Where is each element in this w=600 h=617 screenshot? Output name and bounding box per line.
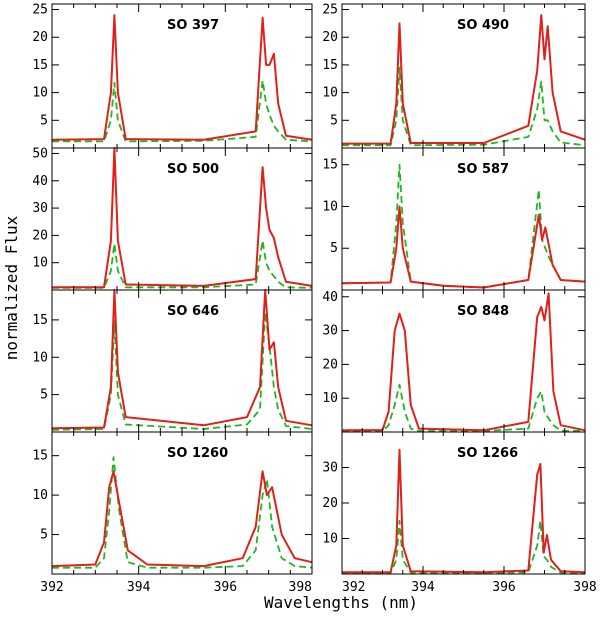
panel-title: SO 1260 — [167, 446, 228, 461]
y-tick-label: 5 — [40, 528, 48, 543]
series-dashed-line — [341, 163, 586, 289]
series-dashed-line — [51, 311, 313, 431]
series-solid-line — [51, 14, 313, 141]
x-tick-label: 398 — [573, 580, 596, 595]
panels: 5 10 15 20 25 SO 397 5 10 15 20 25 SO 490 10 20 30 40 50… — [32, 3, 596, 595]
y-tick-label: 10 — [32, 350, 48, 365]
y-tick-label: 20 — [322, 496, 338, 511]
y-tick-label: 10 — [32, 256, 48, 271]
panel-6: 10 20 30 40 SO 848 — [322, 289, 586, 433]
y-tick-label: 40 — [322, 290, 338, 305]
series-dashed-line — [342, 66, 586, 147]
panel-7: 5 10 15 SO 1260 392 394 396 398 — [32, 431, 313, 595]
series-solid-line — [51, 289, 313, 430]
panel-4: 5 10 15 SO 587 — [322, 147, 586, 291]
y-tick-label: 15 — [32, 313, 48, 328]
y-tick-label: 25 — [32, 3, 48, 18]
y-tick-label: 15 — [32, 449, 48, 464]
y-tick-label: 40 — [32, 174, 48, 189]
panel-8: 10 20 30 SO 1266 392 394 396 398 — [322, 431, 597, 595]
series-dashed-line — [342, 383, 586, 432]
x-tick-label: 394 — [411, 580, 435, 595]
panel-title: SO 848 — [457, 304, 509, 319]
x-tick-label: 392 — [40, 580, 63, 595]
series-solid-line — [52, 147, 313, 289]
y-tick-label: 5 — [330, 241, 338, 256]
panel-title: SO 500 — [167, 162, 219, 177]
panel-2: 5 10 15 20 25 SO 490 — [322, 3, 586, 149]
y-tick-label: 25 — [322, 3, 338, 18]
y-tick-label: 30 — [322, 461, 338, 476]
y-tick-label: 10 — [322, 391, 338, 406]
y-tick-label: 10 — [322, 199, 338, 214]
y-tick-label: 10 — [32, 488, 48, 503]
y-tick-label: 10 — [322, 532, 338, 547]
series-dashed-line — [52, 456, 313, 569]
y-tick-label: 30 — [32, 201, 48, 216]
y-tick-label: 5 — [40, 113, 48, 128]
panel-5: 5 10 15 SO 646 — [32, 289, 313, 433]
series-solid-line — [51, 470, 313, 568]
y-tick-label: 20 — [32, 30, 48, 45]
series-dashed-line — [52, 79, 313, 143]
panel-title: SO 587 — [457, 162, 509, 177]
series-solid-line — [342, 14, 586, 145]
x-tick-label: 392 — [342, 580, 365, 595]
panel-title: SO 646 — [167, 304, 219, 319]
x-tick-label: 394 — [127, 580, 151, 595]
series-solid-line — [341, 205, 586, 289]
y-tick-label: 15 — [322, 158, 338, 173]
x-tick-label: 398 — [289, 580, 312, 595]
y-tick-label: 10 — [32, 86, 48, 101]
y-tick-label: 5 — [330, 113, 338, 128]
y-tick-label: 20 — [322, 357, 338, 372]
panel-3: 10 20 30 40 50 SO 500 — [32, 146, 313, 291]
x-tick-label: 396 — [492, 580, 515, 595]
panel-1: 5 10 15 20 25 SO 397 — [32, 3, 313, 149]
y-tick-label: 10 — [322, 86, 338, 101]
panel-title: SO 490 — [457, 18, 509, 33]
panel-title: SO 397 — [167, 18, 219, 33]
y-tick-label: 15 — [32, 58, 48, 73]
y-tick-label: 30 — [322, 324, 338, 339]
y-tick-label: 20 — [32, 228, 48, 243]
series-solid-line — [342, 448, 586, 574]
y-tick-label: 5 — [40, 388, 48, 403]
y-tick-label: 20 — [322, 30, 338, 45]
x-tick-label: 396 — [214, 580, 237, 595]
y-tick-label: 15 — [322, 58, 338, 73]
y-tick-label: 50 — [32, 146, 48, 161]
y-axis-label: normalized Flux — [2, 215, 21, 360]
panel-title: SO 1266 — [457, 446, 518, 461]
x-axis-label: Wavelengths (nm) — [264, 593, 418, 612]
series-dashed-line — [52, 239, 313, 289]
